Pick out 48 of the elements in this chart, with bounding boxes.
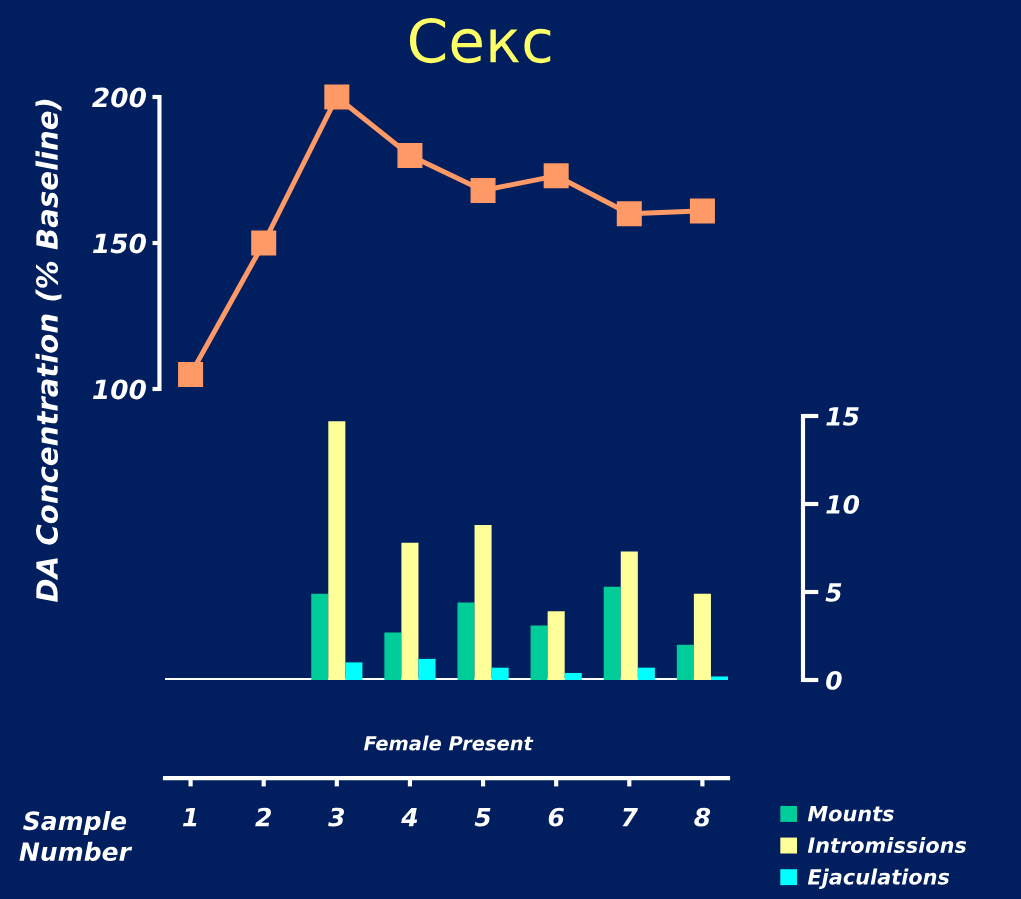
bar: [547, 611, 565, 680]
y2-tick-label: 5: [825, 583, 842, 602]
bar: [401, 542, 419, 680]
point: [689, 198, 715, 224]
y2-tick-label: 15: [826, 407, 859, 426]
x-tick-label: 6: [548, 807, 564, 827]
x-tick-label: 5: [474, 807, 491, 827]
bar: [603, 586, 621, 680]
point: [470, 177, 496, 203]
x-tick-label: 2: [255, 807, 272, 827]
bar: [418, 658, 436, 680]
bar: [620, 551, 638, 680]
y-tick-label: 200: [92, 87, 147, 108]
x-tick-label: 7: [622, 807, 638, 827]
y-tick-label: 150: [93, 233, 147, 254]
x-tick-label: 8: [694, 807, 711, 827]
y2-tick-label: 10: [826, 494, 860, 514]
point: [397, 142, 423, 168]
point: [251, 230, 277, 256]
chart-title: Секс: [409, 17, 551, 64]
bar: [311, 593, 329, 680]
point: [178, 361, 204, 387]
legend-label: Intromissions: [807, 836, 967, 854]
x-tick-label: 3: [328, 807, 345, 827]
x-tick-label: 1: [182, 807, 197, 827]
x-axis-title: Sample Number: [19, 810, 133, 862]
bar: [457, 602, 475, 680]
bar: [676, 644, 694, 680]
bar: [693, 593, 711, 680]
x-tick-label: 4: [401, 807, 418, 827]
text: Female Present: [363, 735, 534, 751]
y-tick-label: 100: [93, 379, 147, 400]
bar: [474, 525, 492, 680]
point: [324, 84, 350, 110]
bar: [328, 421, 346, 680]
bar: [564, 672, 582, 680]
bar: [384, 632, 402, 680]
legend-label: Mounts: [807, 805, 894, 822]
bar: [345, 662, 363, 680]
y-axis-title: DA Concentration (% Baseline): [35, 99, 62, 603]
point: [616, 201, 642, 227]
bar: [491, 667, 509, 680]
bar: [637, 667, 655, 680]
bar: [530, 625, 548, 680]
y2-tick-label: 0: [826, 670, 842, 690]
point: [543, 163, 569, 189]
bar: [710, 676, 728, 680]
legend-label: Ejaculations: [807, 868, 950, 889]
